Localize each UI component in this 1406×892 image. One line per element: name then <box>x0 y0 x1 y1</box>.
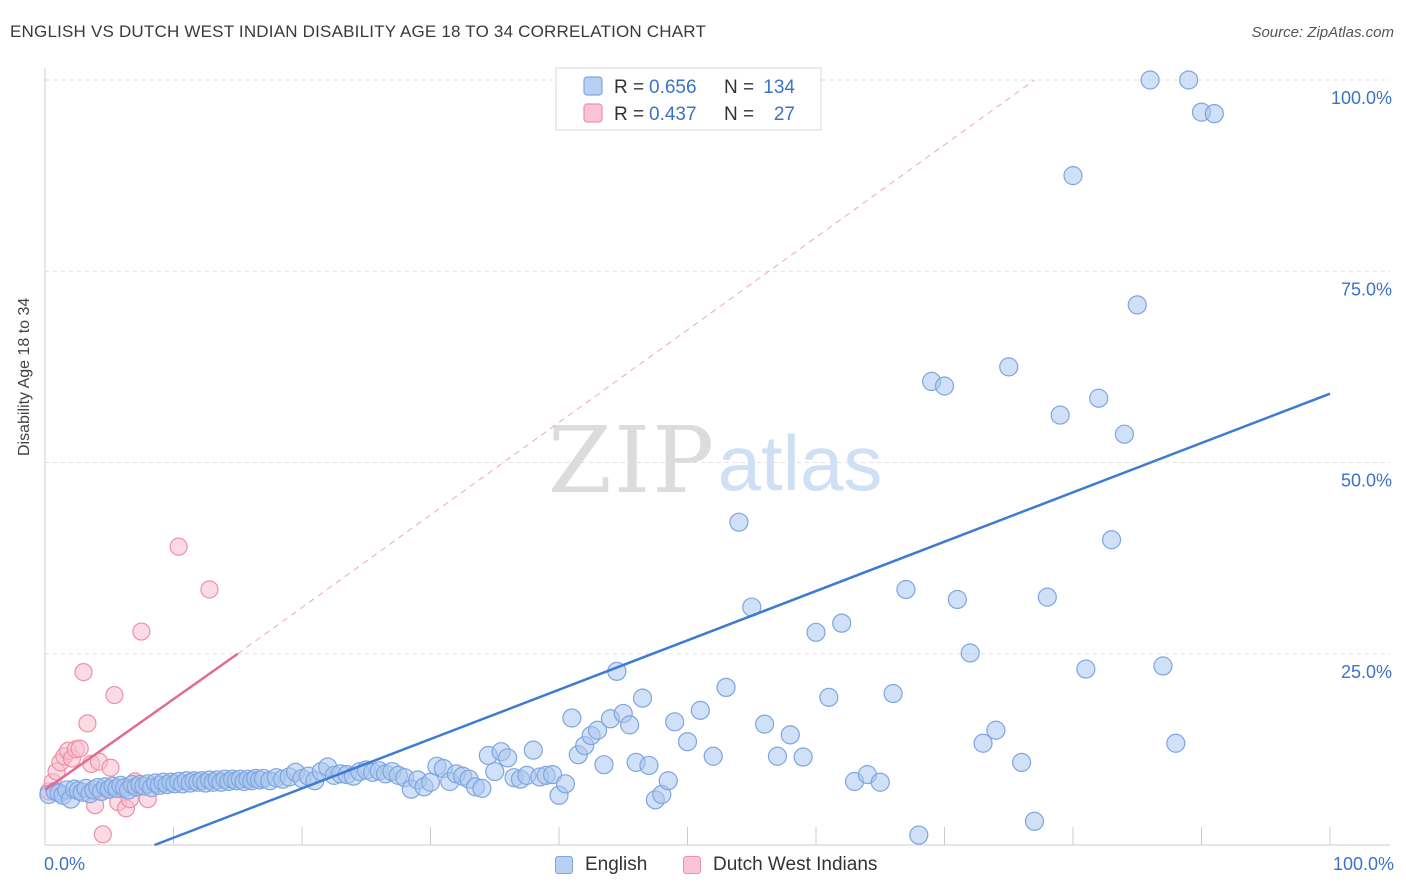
english-point <box>1140 70 1160 90</box>
english-point <box>703 746 723 766</box>
english-point <box>555 774 576 794</box>
english-point <box>729 512 749 532</box>
english-point <box>999 357 1019 377</box>
english-point <box>523 740 543 760</box>
y-tick-label: 75.0% <box>1341 279 1392 299</box>
english-point <box>754 714 775 734</box>
dutch-point <box>93 825 112 844</box>
english-point <box>870 772 890 792</box>
english-point <box>986 720 1006 740</box>
english-point <box>639 755 659 776</box>
english-point <box>883 683 903 704</box>
legend-item-dutch-west-indians[interactable]: Dutch West Indians <box>683 850 877 880</box>
legend-r-label: R = <box>614 104 644 125</box>
english-point <box>1089 388 1109 408</box>
bottom-legend: English Dutch West Indians <box>0 850 1406 880</box>
legend-swatch-dutch-west-indians <box>583 103 603 123</box>
x-tick-label-max: 100.0% <box>1333 854 1394 874</box>
english-point <box>947 589 967 610</box>
dutch-point <box>200 580 219 599</box>
english-point <box>1101 530 1122 550</box>
legend-item-english[interactable]: English <box>555 850 647 880</box>
legend-r-value-english: 0.656 <box>649 77 697 98</box>
trend-lines <box>44 79 1331 847</box>
english-point <box>1037 587 1057 607</box>
english-point <box>793 747 813 767</box>
legend-swatch-english <box>583 76 603 96</box>
dutch-point <box>105 685 124 705</box>
english-point <box>1114 424 1135 444</box>
english-point <box>1153 656 1173 676</box>
english-point <box>934 376 955 396</box>
dutch-trend-line <box>44 652 239 791</box>
english-point <box>1011 752 1032 772</box>
legend-r-value-dutch-west-indians: 0.437 <box>649 104 697 125</box>
legend-n-value-english: 134 <box>763 77 795 98</box>
english-point <box>485 761 505 782</box>
dutch-trend-extension <box>237 79 1035 655</box>
legend-swatch-dutch-west-indians <box>683 856 701 874</box>
english-point <box>562 708 582 728</box>
x-tick-label-min: 0.0% <box>44 854 85 874</box>
english-point <box>632 688 653 708</box>
english-point <box>1076 659 1096 679</box>
english-point <box>832 613 852 633</box>
dutch-point <box>74 663 93 682</box>
source-label: Source: ZipAtlas.com <box>1251 24 1394 41</box>
legend-r-label: R = <box>614 77 644 98</box>
english-point <box>677 732 698 752</box>
english-point <box>716 677 736 698</box>
chart-title: ENGLISH VS DUTCH WEST INDIAN DISABILITY … <box>10 22 707 41</box>
english-point <box>472 778 492 798</box>
english-point <box>420 772 441 792</box>
watermark: ZIP atlas <box>548 407 882 514</box>
english-point <box>1166 733 1186 753</box>
legend-label-english: English <box>585 854 648 875</box>
y-tick-label: 100.0% <box>1331 88 1392 108</box>
english-point <box>780 725 800 745</box>
dutch-point <box>78 714 97 733</box>
legend-swatch-english <box>555 856 573 874</box>
legend-label-dutch-west-indians: Dutch West Indians <box>713 854 878 875</box>
watermark-atlas: atlas <box>718 419 883 507</box>
y-tick-label: 25.0% <box>1341 662 1392 682</box>
english-point <box>498 748 518 768</box>
english-point <box>690 700 710 720</box>
english-point <box>587 720 608 740</box>
english-trend-line <box>154 392 1331 847</box>
english-point <box>658 771 678 791</box>
english-point <box>665 712 685 732</box>
english-point <box>1024 811 1045 831</box>
english-point <box>1050 405 1070 425</box>
english-points <box>39 70 1224 845</box>
legend-box: R = 0.656 N = 134 R = 0.437 N = 27 <box>555 67 822 131</box>
dutch-point <box>132 622 151 641</box>
english-point <box>960 643 980 663</box>
dutch-point <box>101 758 120 777</box>
english-point <box>1127 295 1147 315</box>
english-point <box>594 755 614 775</box>
english-point <box>1063 166 1083 186</box>
axes <box>44 68 1390 846</box>
grid-lines <box>45 79 1390 655</box>
english-point <box>819 687 839 707</box>
dutch-point <box>70 739 89 758</box>
tick-labels: 25.0% 50.0% 75.0% 100.0% 0.0% 100.0% <box>44 88 1394 874</box>
legend-n-value-dutch-west-indians: 27 <box>774 104 795 125</box>
dutch-point <box>169 537 188 556</box>
english-point <box>620 715 640 735</box>
english-point <box>896 579 916 600</box>
y-tick-label: 50.0% <box>1341 471 1392 491</box>
english-point <box>806 622 826 642</box>
english-point <box>1179 70 1199 90</box>
english-point <box>1204 104 1224 124</box>
english-point <box>973 733 993 753</box>
legend-n-label: N = <box>724 77 754 98</box>
english-point <box>909 825 929 845</box>
legend-n-label: N = <box>724 104 754 125</box>
watermark-zip: ZIP <box>548 407 716 514</box>
english-point <box>767 746 788 766</box>
